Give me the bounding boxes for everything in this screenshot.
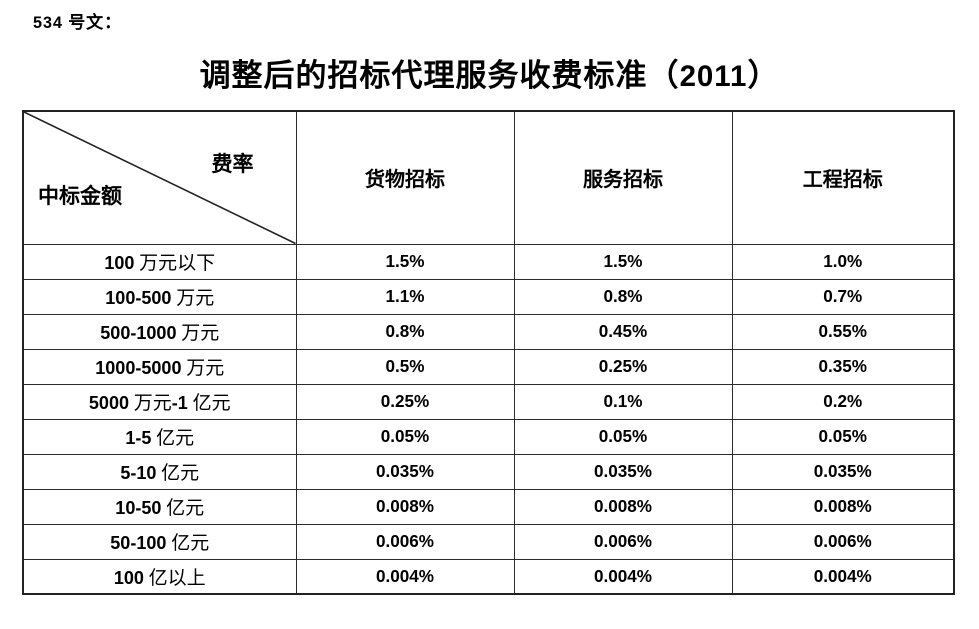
fee-cell: 0.008% bbox=[513, 488, 733, 525]
row-label: 5000 万元-1 亿元 bbox=[22, 383, 297, 420]
table-row: 10-50 亿元 0.008% 0.008% 0.008% bbox=[22, 488, 955, 525]
row-label: 10-50 亿元 bbox=[22, 488, 297, 525]
row-label: 1000-5000 万元 bbox=[22, 348, 297, 385]
fee-cell: 0.25% bbox=[295, 383, 515, 420]
row-label: 500-1000 万元 bbox=[22, 313, 297, 350]
fee-cell: 0.006% bbox=[295, 523, 515, 560]
column-header-engineering: 工程招标 bbox=[731, 110, 955, 245]
table-row: 1-5 亿元 0.05% 0.05% 0.05% bbox=[22, 418, 955, 455]
table-row: 100 亿以上 0.004% 0.004% 0.004% bbox=[22, 558, 955, 595]
fee-cell: 1.1% bbox=[295, 278, 515, 315]
row-label: 100 万元以下 bbox=[22, 243, 297, 280]
fee-cell: 0.8% bbox=[513, 278, 733, 315]
fee-cell: 0.004% bbox=[731, 558, 955, 595]
fee-cell: 0.7% bbox=[731, 278, 955, 315]
corner-label-amount: 中标金额 bbox=[38, 183, 122, 208]
fee-cell: 0.1% bbox=[513, 383, 733, 420]
row-label: 5-10 亿元 bbox=[22, 453, 297, 490]
fee-cell: 0.5% bbox=[295, 348, 515, 385]
row-label: 100 亿以上 bbox=[22, 558, 297, 595]
table-row: 100 万元以下 1.5% 1.5% 1.0% bbox=[22, 243, 955, 280]
fee-cell: 0.008% bbox=[295, 488, 515, 525]
table-header-row: 费率 中标金额 货物招标 服务招标 工程招标 bbox=[22, 110, 955, 245]
diagonal-corner-cell: 费率 中标金额 bbox=[22, 110, 297, 245]
fee-cell: 0.05% bbox=[295, 418, 515, 455]
fee-table: 费率 中标金额 货物招标 服务招标 工程招标 100 万元以下 1.5% 1.5… bbox=[22, 110, 955, 595]
row-label: 1-5 亿元 bbox=[22, 418, 297, 455]
corner-label-rate: 费率 bbox=[211, 152, 254, 176]
column-header-services: 服务招标 bbox=[513, 110, 733, 245]
fee-cell: 0.05% bbox=[731, 418, 955, 455]
fee-cell: 0.006% bbox=[731, 523, 955, 560]
fee-cell: 0.25% bbox=[513, 348, 733, 385]
fee-cell: 1.5% bbox=[295, 243, 515, 280]
fee-cell: 0.008% bbox=[731, 488, 955, 525]
table-row: 5-10 亿元 0.035% 0.035% 0.035% bbox=[22, 453, 955, 490]
table-row: 1000-5000 万元 0.5% 0.25% 0.35% bbox=[22, 348, 955, 385]
row-label: 50-100 亿元 bbox=[22, 523, 297, 560]
fee-cell: 0.035% bbox=[513, 453, 733, 490]
column-header-goods: 货物招标 bbox=[295, 110, 515, 245]
page-title: 调整后的招标代理服务收费标准（2011） bbox=[199, 58, 780, 93]
fee-cell: 0.55% bbox=[731, 313, 955, 350]
fee-cell: 1.0% bbox=[731, 243, 955, 280]
fee-cell: 0.45% bbox=[513, 313, 733, 350]
diagonal-line bbox=[24, 112, 296, 244]
fee-cell: 0.8% bbox=[295, 313, 515, 350]
table-row: 50-100 亿元 0.006% 0.006% 0.006% bbox=[22, 523, 955, 560]
fee-cell: 1.5% bbox=[513, 243, 733, 280]
table-row: 500-1000 万元 0.8% 0.45% 0.55% bbox=[22, 313, 955, 350]
fee-cell: 0.004% bbox=[295, 558, 515, 595]
fee-cell: 0.35% bbox=[731, 348, 955, 385]
fee-cell: 0.035% bbox=[295, 453, 515, 490]
fee-cell: 0.2% bbox=[731, 383, 955, 420]
fee-cell: 0.035% bbox=[731, 453, 955, 490]
table-row: 5000 万元-1 亿元 0.25% 0.1% 0.2% bbox=[22, 383, 955, 420]
doc-number: 534 号文： bbox=[33, 13, 123, 32]
fee-cell: 0.004% bbox=[513, 558, 733, 595]
fee-cell: 0.006% bbox=[513, 523, 733, 560]
row-label: 100-500 万元 bbox=[22, 278, 297, 315]
fee-cell: 0.05% bbox=[513, 418, 733, 455]
table-row: 100-500 万元 1.1% 0.8% 0.7% bbox=[22, 278, 955, 315]
